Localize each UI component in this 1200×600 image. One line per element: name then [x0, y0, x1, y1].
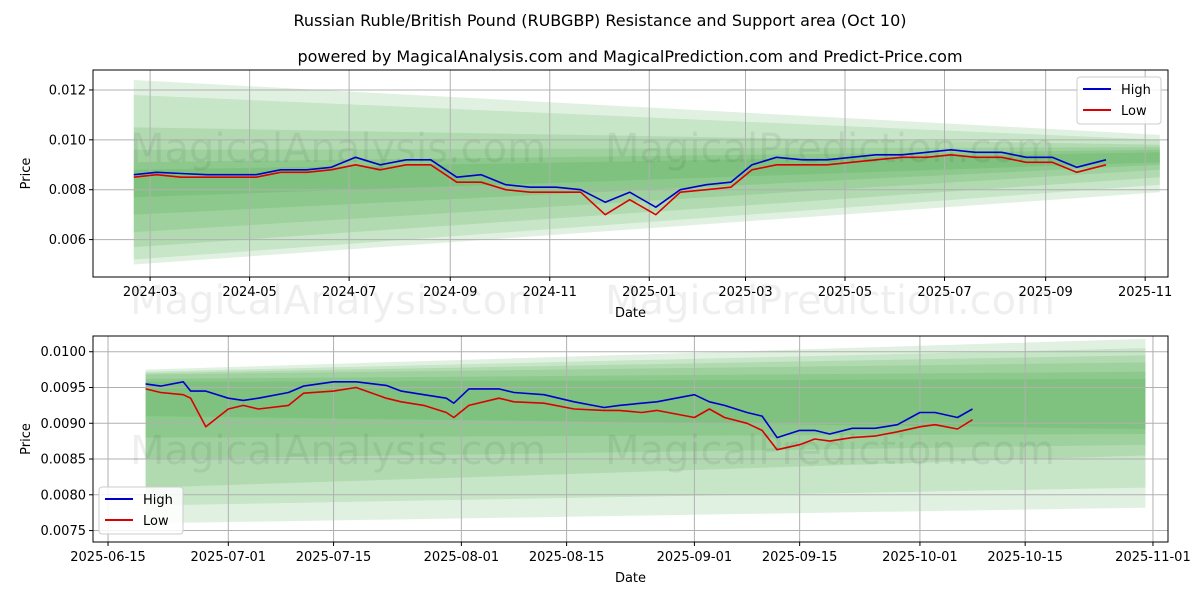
bottom-chart-panel: 2025-06-15 2025-07-01 2025-07-15 2025-08-01…: [19, 335, 1191, 586]
series-line-high: [133, 149, 1107, 208]
y-tick-label: 0.0095: [41, 381, 87, 396]
x-tick-label: 2025-09-15: [762, 550, 838, 565]
grid-lines: [93, 336, 1168, 542]
series-line-low: [145, 386, 973, 451]
x-tick-label: 2025-11: [1118, 285, 1172, 300]
watermark-layer: MagicalAnalysis.com MagicalPrediction.co…: [130, 126, 1055, 474]
watermark-analysis: MagicalAnalysis.com: [130, 428, 546, 474]
band-area: [133, 152, 1160, 198]
x-tick-label: 2024-05: [222, 285, 276, 300]
x-tick-label: 2025-06-15: [70, 550, 146, 565]
x-tick-label: 2025-07-01: [191, 550, 267, 565]
legend-label-high: High: [143, 493, 173, 508]
axes-frame: [92, 69, 1169, 278]
x-tick-label: 2025-08-01: [424, 550, 500, 565]
x-axis-label: Date: [615, 571, 646, 586]
series-lines: [145, 381, 973, 451]
legend: High Low: [98, 486, 184, 535]
y-tick-label: 0.0080: [41, 488, 87, 503]
x-axis-label: Date: [615, 306, 646, 321]
watermark-analysis: MagicalAnalysis.com: [130, 278, 546, 324]
x-tick-label: 2025-05: [818, 285, 872, 300]
chart-title: Russian Ruble/British Pound (RUBGBP) Res…: [293, 11, 906, 30]
x-tick-label: 2025-01: [622, 285, 676, 300]
x-tick-label: 2025-11-01: [1115, 550, 1191, 565]
y-tick-label: 0.008: [49, 183, 86, 198]
watermark-prediction: MagicalPrediction.com: [605, 278, 1055, 324]
legend-label-low: Low: [1121, 104, 1147, 119]
watermark-prediction: MagicalPrediction.com: [605, 428, 1055, 474]
band-area: [133, 79, 1160, 265]
watermark-analysis: MagicalAnalysis.com: [130, 126, 546, 172]
axes-frame: [92, 335, 1169, 543]
y-tick-label: 0.0085: [41, 453, 87, 468]
band-area: [133, 94, 1160, 260]
y-tick-label: 0.010: [49, 133, 86, 148]
x-tick-label: 2024-03: [123, 285, 177, 300]
x-tick-label: 2025-07: [917, 285, 971, 300]
top-chart-panel: 2024-03 2024-05 2024-07 2024-09 2024-11 2025-…: [19, 69, 1172, 321]
legend-label-high: High: [1121, 83, 1151, 98]
support-resistance-bands: [145, 338, 1146, 524]
band-area: [145, 378, 1146, 429]
watermark-prediction: MagicalPrediction.com: [605, 126, 1055, 172]
x-tick-label: 2024-09: [423, 285, 477, 300]
band-area: [145, 338, 1146, 524]
legend: High Low: [1076, 76, 1162, 125]
x-tick-label: 2024-11: [523, 285, 577, 300]
y-axis-label: Price: [19, 423, 34, 455]
series-line-low: [133, 154, 1107, 216]
series-line-high: [145, 381, 973, 439]
y-tick-label: 0.0100: [41, 345, 87, 360]
x-tick-label: 2025-03: [718, 285, 772, 300]
y-tick-label: 0.0090: [41, 417, 87, 432]
series-lines: [133, 149, 1107, 216]
x-tick-label: 2025-09-01: [657, 550, 733, 565]
x-tick-label: 2024-07: [322, 285, 376, 300]
x-tick-label: 2025-08-15: [529, 550, 605, 565]
legend-label-low: Low: [143, 514, 169, 529]
band-area: [145, 362, 1146, 460]
x-tick-label: 2025-07-15: [296, 550, 372, 565]
y-tick-label: 0.006: [49, 233, 86, 248]
chart-subtitle: powered by MagicalAnalysis.com and Magic…: [297, 47, 962, 66]
band-area: [133, 149, 1160, 215]
y-axis-label: Price: [19, 158, 34, 190]
y-tick-label: 0.0075: [41, 524, 87, 539]
x-tick-label: 2025-09: [1018, 285, 1072, 300]
x-tick-label: 2025-10-15: [987, 550, 1063, 565]
y-tick-label: 0.012: [49, 83, 86, 98]
x-tick-label: 2025-10-01: [882, 550, 958, 565]
